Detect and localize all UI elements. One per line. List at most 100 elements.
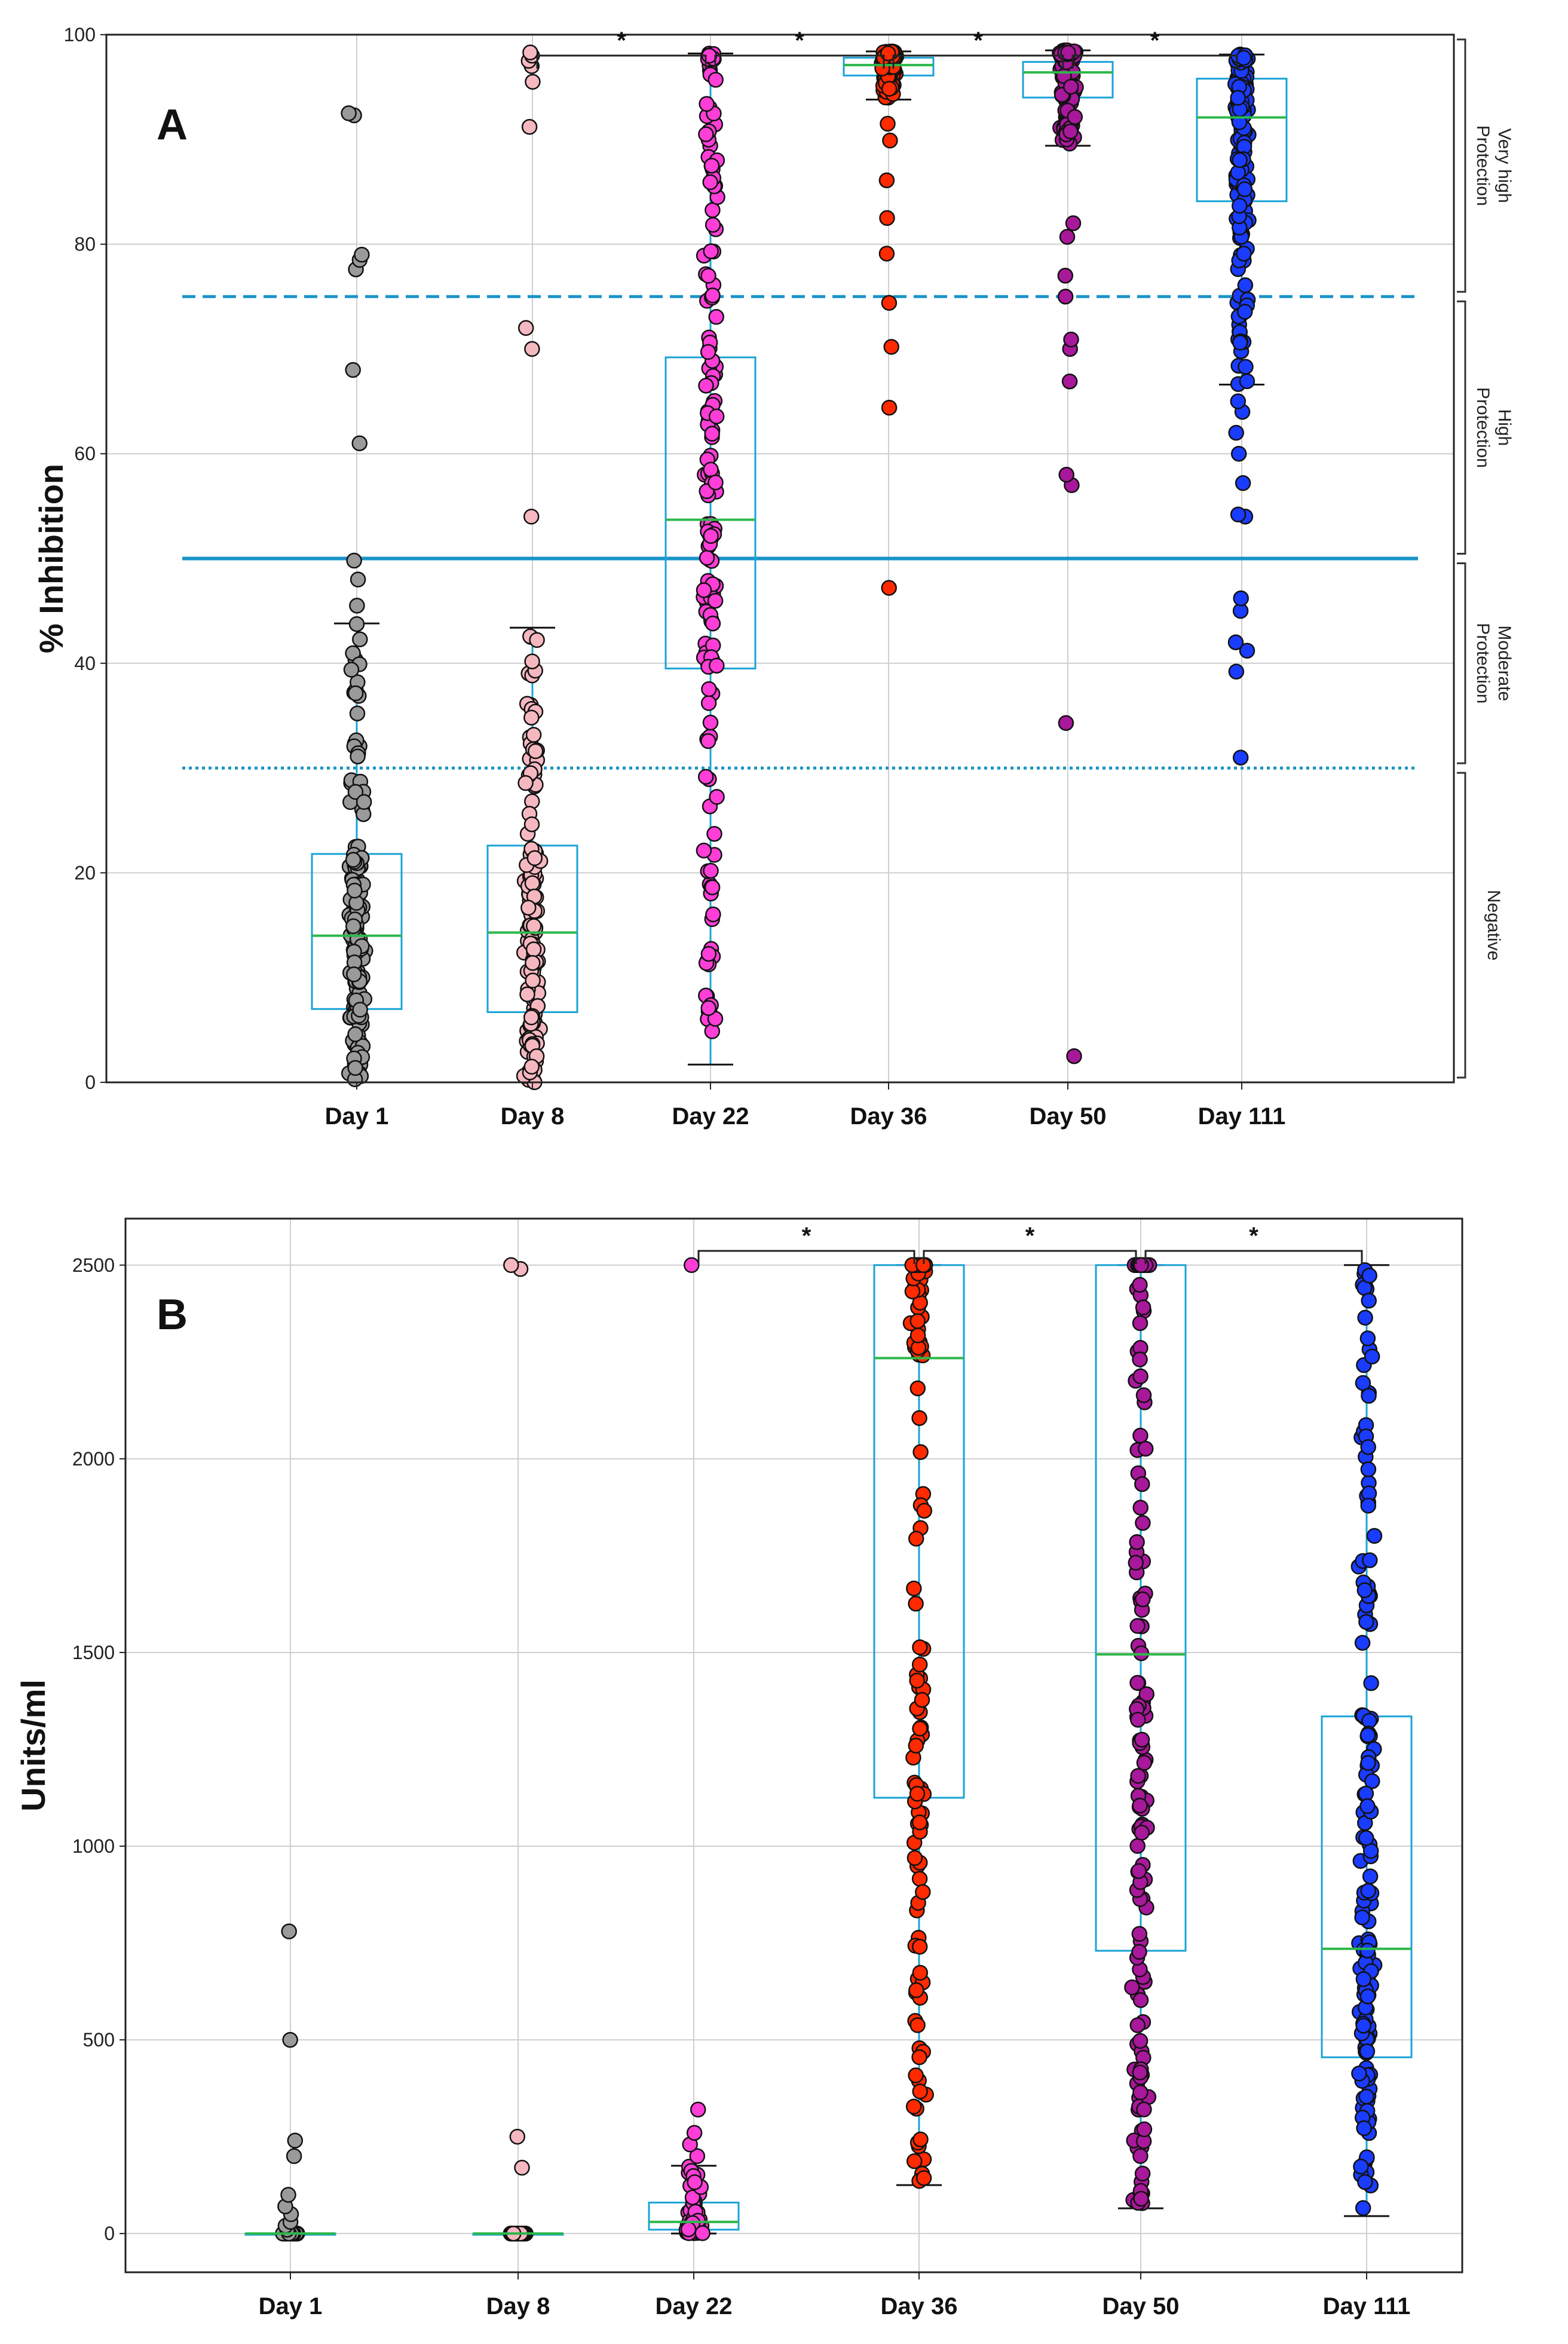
x-category-label: Day 36 — [881, 2293, 958, 2319]
data-point — [524, 653, 540, 669]
data-point — [915, 2170, 932, 2186]
data-point — [912, 1721, 928, 1737]
data-point — [522, 44, 538, 61]
data-point — [1358, 1830, 1374, 1846]
data-point — [1132, 1797, 1148, 1814]
zone-label-line: Very high — [1494, 128, 1514, 203]
y-tick-label: 20 — [74, 862, 96, 883]
significance-star: * — [1249, 1223, 1258, 1249]
data-point — [1237, 277, 1254, 293]
data-point — [690, 2101, 706, 2118]
data-point — [286, 2148, 302, 2164]
data-point — [1062, 78, 1079, 95]
data-point — [914, 1692, 930, 1708]
data-point — [343, 662, 360, 678]
data-point — [1359, 1988, 1376, 2005]
significance-bracket — [892, 54, 1064, 69]
data-point — [704, 426, 720, 442]
data-point — [1132, 1368, 1149, 1385]
y-tick-label: 0 — [85, 1072, 96, 1093]
data-point — [908, 1737, 924, 1754]
data-point — [1364, 1348, 1380, 1364]
y-tick-label: 100 — [64, 24, 96, 45]
data-point — [1356, 2120, 1372, 2137]
data-point — [517, 320, 534, 336]
data-point — [1134, 1825, 1150, 1841]
x-category-label: Day 8 — [501, 1103, 565, 1130]
data-point — [1360, 1755, 1376, 1771]
data-point — [694, 2225, 710, 2241]
x-category-label: Day 36 — [850, 1103, 927, 1130]
data-point — [1361, 1293, 1377, 1309]
data-point — [707, 592, 724, 609]
data-point — [912, 2083, 928, 2100]
data-point — [912, 2131, 929, 2147]
data-point — [1131, 1863, 1147, 1879]
data-point — [905, 2098, 922, 2115]
significance-bracket — [1144, 1250, 1363, 1264]
data-point — [1134, 1476, 1150, 1492]
data-point — [708, 408, 725, 424]
x-category-label: Day 111 — [1198, 1103, 1286, 1130]
data-point — [503, 1257, 519, 1274]
data-point — [1132, 1277, 1148, 1293]
data-point — [1137, 1440, 1154, 1457]
data-point — [1136, 1755, 1153, 1771]
data-point — [1129, 1675, 1146, 1691]
data-point — [509, 2128, 526, 2145]
y-tick-label: 2500 — [72, 1254, 115, 1276]
data-point — [882, 132, 898, 149]
data-point — [911, 1656, 928, 1673]
data-point — [527, 743, 544, 760]
data-point — [1132, 1992, 1149, 2008]
data-point — [879, 210, 895, 227]
data-point — [1354, 1635, 1371, 1651]
y-tick-label: 1500 — [72, 1642, 115, 1663]
significance-bracket — [536, 54, 707, 69]
x-category-label: Day 50 — [1102, 2293, 1180, 2319]
data-point — [1227, 634, 1244, 650]
data-point — [1129, 2017, 1146, 2033]
data-point — [350, 748, 366, 764]
data-point — [709, 657, 725, 674]
zone-bracket — [1457, 38, 1466, 293]
data-point — [529, 632, 545, 648]
zone-label: Very highProtection — [1473, 126, 1514, 206]
data-point — [346, 966, 362, 983]
x-category-label: Day 22 — [656, 2293, 733, 2319]
data-point — [698, 126, 714, 142]
data-point — [702, 174, 718, 191]
data-point — [911, 1410, 927, 1426]
data-point — [708, 309, 724, 325]
data-point — [1230, 445, 1247, 462]
data-point — [705, 202, 721, 218]
significance-bracket — [923, 1250, 1137, 1264]
panel-A: 0 20 40 60 80 100 Day 1 Day 8 Day 22 Day 36 Day 50… — [32, 24, 1514, 1130]
data-point — [349, 705, 366, 722]
data-point — [1357, 1309, 1373, 1326]
significance-star: * — [1025, 1223, 1035, 1249]
data-point — [1355, 1971, 1372, 1987]
data-point — [519, 986, 535, 1002]
data-point — [1355, 2018, 1371, 2034]
data-point — [911, 1814, 928, 1831]
y-tick-label: 1000 — [72, 1835, 115, 1857]
data-point — [1232, 152, 1248, 169]
data-point — [909, 1380, 926, 1397]
data-point — [1366, 1528, 1383, 1544]
data-point — [1228, 424, 1244, 441]
data-point — [881, 580, 897, 596]
data-point — [345, 918, 362, 935]
data-point — [687, 2174, 703, 2190]
data-point — [709, 789, 725, 805]
data-point — [347, 784, 364, 800]
data-point — [912, 1444, 929, 1460]
data-point — [1353, 2158, 1369, 2175]
data-point — [1129, 1534, 1145, 1550]
data-point — [523, 1058, 540, 1075]
data-point — [1230, 393, 1247, 409]
data-point — [1130, 1712, 1146, 1728]
y-axis-label: % Inhibition — [32, 464, 70, 653]
y-tick-label: 2000 — [72, 1448, 115, 1470]
